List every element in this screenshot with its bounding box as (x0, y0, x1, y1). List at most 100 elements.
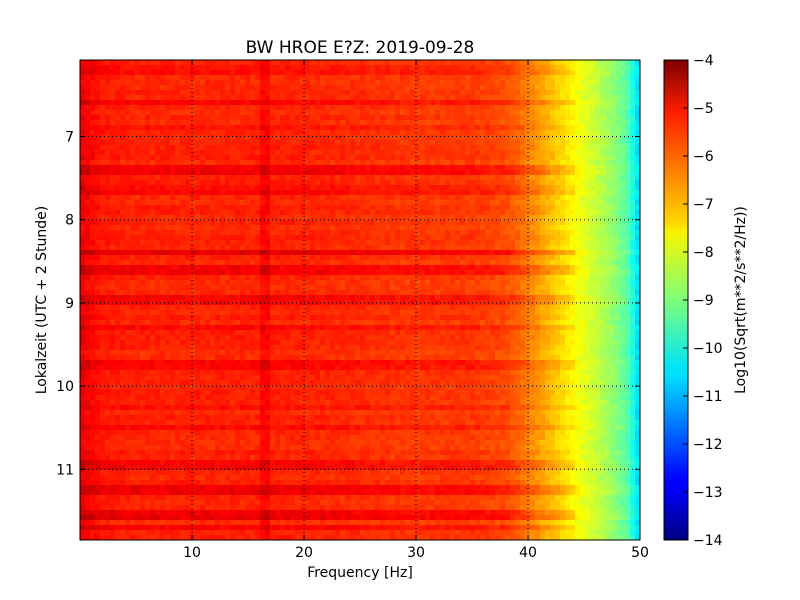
heatmap-cell (315, 155, 321, 161)
heatmap-cell (255, 105, 261, 111)
heatmap-cell (345, 205, 351, 211)
heatmap-cell (175, 180, 181, 186)
heatmap-cell (635, 105, 640, 111)
heatmap-cell (225, 170, 231, 176)
heatmap-cell (440, 235, 446, 241)
heatmap-cell (635, 220, 640, 226)
heatmap-cell (425, 215, 431, 221)
heatmap-cell (220, 260, 226, 266)
heatmap-cell (165, 235, 171, 241)
heatmap-cell (505, 160, 511, 166)
heatmap-cell (335, 200, 341, 206)
heatmap-cell (420, 110, 426, 116)
heatmap-cell (395, 195, 401, 201)
heatmap-cell (575, 255, 581, 261)
heatmap-cell (175, 200, 181, 206)
heatmap-cell (125, 105, 131, 111)
heatmap-cell (305, 190, 311, 196)
heatmap-cell (535, 100, 541, 106)
heatmap-cell (180, 240, 186, 246)
heatmap-cell (510, 215, 516, 221)
heatmap-cell (325, 125, 331, 131)
heatmap-cell (290, 80, 296, 86)
heatmap-cell (375, 145, 381, 151)
heatmap-cell (355, 190, 361, 196)
heatmap-cell (190, 200, 196, 206)
heatmap-cell (305, 170, 311, 176)
heatmap-cell (450, 270, 456, 276)
heatmap-cell (340, 140, 346, 146)
heatmap-cell (335, 205, 341, 211)
heatmap-cell (460, 150, 466, 156)
heatmap-cell (170, 280, 176, 286)
heatmap-cell (115, 260, 121, 266)
heatmap-cell (485, 75, 491, 81)
heatmap-cell (275, 185, 281, 191)
heatmap-cell (620, 270, 626, 276)
heatmap-cell (450, 160, 456, 166)
heatmap-cell (480, 175, 486, 181)
heatmap-cell (190, 95, 196, 101)
heatmap-cell (460, 220, 466, 226)
heatmap-cell (505, 150, 511, 156)
heatmap-cell (455, 90, 461, 96)
heatmap-cell (155, 225, 161, 231)
heatmap-cell (565, 165, 571, 171)
heatmap-cell (545, 110, 551, 116)
heatmap-cell (230, 260, 236, 266)
heatmap-cell (495, 65, 501, 71)
heatmap-cell (80, 200, 86, 206)
heatmap-cell (300, 85, 306, 91)
heatmap-cell (355, 275, 361, 281)
heatmap-cell (585, 230, 591, 236)
heatmap-cell (120, 220, 126, 226)
heatmap-cell (585, 120, 591, 126)
heatmap-cell (420, 105, 426, 111)
heatmap-cell (195, 60, 201, 66)
heatmap-cell (365, 245, 371, 251)
heatmap-cell (240, 90, 246, 96)
heatmap-cell (140, 115, 146, 121)
heatmap-cell (290, 220, 296, 226)
heatmap-cell (365, 180, 371, 186)
heatmap-cell (605, 70, 611, 76)
heatmap-cell (600, 135, 606, 141)
heatmap-cell (580, 250, 586, 256)
heatmap-cell (135, 250, 141, 256)
heatmap-cell (560, 230, 566, 236)
heatmap-cell (510, 200, 516, 206)
heatmap-cell (280, 115, 286, 121)
heatmap-cell (495, 255, 501, 261)
heatmap-cell (345, 245, 351, 251)
heatmap-cell (510, 255, 516, 261)
heatmap-cell (150, 160, 156, 166)
heatmap-cell (100, 180, 106, 186)
heatmap-cell (105, 210, 111, 216)
heatmap-cell (240, 230, 246, 236)
heatmap-cell (115, 115, 121, 121)
heatmap-cell (590, 120, 596, 126)
heatmap-cell (490, 200, 496, 206)
heatmap-cell (340, 115, 346, 121)
heatmap-cell (625, 70, 631, 76)
heatmap-cell (445, 140, 451, 146)
heatmap-cell (575, 85, 581, 91)
heatmap-cell (105, 155, 111, 161)
heatmap-cell (305, 140, 311, 146)
heatmap-cell (220, 245, 226, 251)
heatmap-cell (390, 235, 396, 241)
heatmap-cell (175, 165, 181, 171)
heatmap-cell (320, 110, 326, 116)
heatmap-cell (105, 220, 111, 226)
heatmap-cell (210, 245, 216, 251)
heatmap-cell (555, 245, 561, 251)
heatmap-cell (455, 95, 461, 101)
heatmap-cell (300, 260, 306, 266)
heatmap-cell (440, 240, 446, 246)
heatmap-cell (615, 260, 621, 266)
heatmap-cell (330, 160, 336, 166)
heatmap-cell (110, 250, 116, 256)
heatmap-cell (365, 155, 371, 161)
heatmap-cell (170, 60, 176, 66)
heatmap-cell (335, 105, 341, 111)
